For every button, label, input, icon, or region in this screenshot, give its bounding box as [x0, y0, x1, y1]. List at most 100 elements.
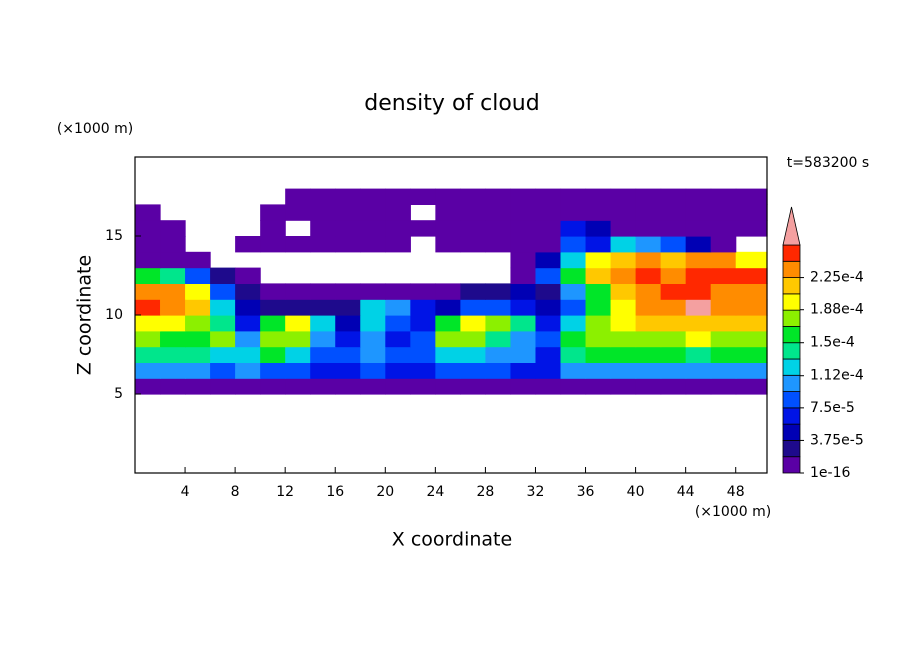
contour-cell: [460, 220, 487, 237]
contour-cell: [585, 188, 612, 205]
contour-cell: [710, 188, 737, 205]
contour-cell: [735, 299, 768, 316]
contour-cell: [335, 204, 361, 221]
contour-cell: [585, 362, 612, 379]
contour-cell: [435, 220, 461, 237]
colorbar-band: [782, 440, 801, 458]
contour-cell: [210, 330, 236, 348]
contour-cell: [610, 251, 637, 269]
contour-cell: [260, 236, 286, 253]
contour-cell: [510, 204, 537, 221]
contour-cell: [560, 283, 587, 300]
contour-cell: [610, 346, 637, 363]
contour-cell: [660, 283, 687, 300]
contour-cell: [585, 204, 612, 221]
contour-cell: [460, 188, 487, 205]
colorbar-label: 2.25e-4: [810, 270, 864, 286]
contour-cell: [610, 220, 637, 237]
contour-cell: [260, 299, 286, 316]
contour-cell: [535, 267, 562, 284]
contour-cell: [310, 346, 336, 363]
contour-cell: [485, 346, 512, 363]
contour-cell: [210, 362, 236, 379]
contour-cell: [435, 283, 461, 300]
contour-cell: [160, 362, 186, 379]
contour-cell: [385, 220, 411, 237]
contour-cell: [210, 267, 236, 284]
colorbar-band: [782, 309, 801, 327]
contour-cell: [435, 362, 461, 379]
contour-cell: [585, 283, 612, 300]
contour-cell: [360, 378, 386, 395]
contour-cell: [285, 362, 311, 379]
contour-cell: [685, 378, 712, 395]
contour-cell: [435, 204, 461, 221]
contour-cell: [160, 315, 186, 332]
contour-cell: [385, 362, 411, 379]
time-annotation: t=583200 s: [787, 155, 869, 171]
x-tick-label: 24: [426, 484, 444, 500]
contour-cell: [285, 315, 311, 332]
contour-cell: [710, 315, 737, 332]
contour-cell: [210, 299, 236, 316]
contour-cell: [435, 236, 461, 253]
contour-cell: [135, 315, 161, 332]
contour-cell: [235, 315, 261, 332]
contour-cell: [235, 267, 261, 284]
contour-cell: [135, 204, 161, 221]
x-tick-label: 28: [477, 484, 495, 500]
contour-cell: [710, 346, 737, 363]
contour-cell: [635, 188, 662, 205]
contour-cell: [585, 299, 612, 316]
contour-cell: [485, 315, 512, 332]
x-unit: (×1000 m): [695, 504, 771, 520]
colorbar-label: 1.12e-4: [810, 368, 864, 384]
contour-cell: [460, 236, 487, 253]
contour-cell: [685, 204, 712, 221]
contour-cell: [710, 204, 737, 221]
contour-cell: [260, 283, 286, 300]
contour-cell: [260, 204, 286, 221]
contour-cell: [660, 378, 687, 395]
contour-cell: [285, 204, 311, 221]
contour-cell: [460, 362, 487, 379]
colorbar-band: [782, 342, 801, 360]
contour-cell: [485, 330, 512, 348]
colorbar-band: [782, 423, 801, 441]
colorbar-label: 1e-16: [810, 465, 850, 481]
contour-cell: [335, 283, 361, 300]
contour-cell: [335, 330, 361, 348]
contour-cell: [735, 220, 768, 237]
contour-cell: [635, 346, 662, 363]
contour-cell: [260, 315, 286, 332]
contour-cell: [235, 330, 261, 348]
x-tick-label: 4: [181, 484, 190, 500]
contour-cell: [210, 283, 236, 300]
contour-cell: [610, 362, 637, 379]
contour-cell: [510, 220, 537, 237]
contour-cell: [135, 251, 161, 269]
contour-cell: [385, 283, 411, 300]
contour-cell: [635, 220, 662, 237]
contour-cell: [335, 188, 361, 205]
contour-cell: [185, 346, 211, 363]
contour-cell: [285, 346, 311, 363]
contour-cell: [360, 346, 386, 363]
contour-cell: [510, 267, 537, 284]
colorbar-band: [782, 456, 801, 474]
contour-cell: [710, 236, 737, 253]
contour-cell: [235, 236, 261, 253]
contour-cell: [710, 220, 737, 237]
contour-cell: [185, 299, 211, 316]
contour-cell: [535, 378, 562, 395]
contour-cell: [135, 283, 161, 300]
contour-cell: [160, 330, 186, 348]
x-tick-label: 36: [577, 484, 595, 500]
contour-cell: [260, 362, 286, 379]
contour-cell: [160, 251, 186, 269]
contour-cell: [660, 346, 687, 363]
contour-cell: [335, 362, 361, 379]
contour-cell: [510, 330, 537, 348]
